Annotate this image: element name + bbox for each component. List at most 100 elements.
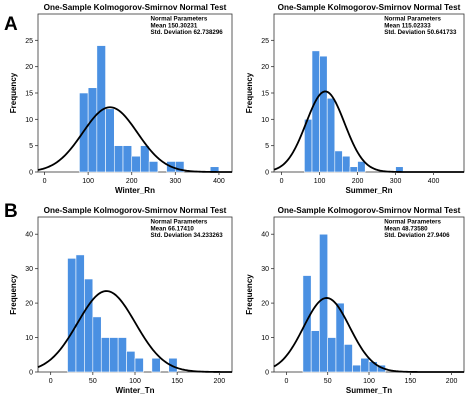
y-tick-label: 5 [29, 143, 33, 150]
y-tick-label: 0 [265, 170, 269, 177]
y-tick-label: 20 [25, 64, 33, 71]
histogram-bar [302, 275, 312, 373]
histogram-bar [105, 108, 115, 173]
x-tick-label: 100 [82, 178, 94, 185]
x-tick-label: 200 [352, 178, 364, 185]
plot-frame [273, 13, 465, 173]
histogram-bar [326, 97, 336, 173]
x-tick-label: 300 [390, 178, 402, 185]
y-axis-label: Frequency [245, 274, 254, 315]
x-tick-label: 0 [43, 178, 47, 185]
histogram-bar [349, 166, 358, 173]
x-axis-label: Summer_Tn [346, 386, 392, 395]
plot-frame [37, 13, 233, 173]
histogram-bar [151, 357, 161, 373]
y-tick-label: 30 [25, 266, 33, 273]
x-axis-label: Winter_Tn [115, 386, 154, 395]
histogram-winter-rn: One-Sample Kolmogorov-Smirnov Normal Tes… [9, 3, 233, 195]
chart-title: One-Sample Kolmogorov-Smirnov Normal Tes… [44, 206, 227, 215]
normal-parameters-text: Std. Deviation 27.9406 [384, 232, 450, 239]
y-tick-label: 0 [265, 370, 269, 377]
normal-curve [37, 290, 232, 373]
histogram-bar [126, 351, 136, 373]
histogram-bar [352, 364, 362, 373]
x-tick-label: 200 [446, 378, 458, 385]
histogram-bar [134, 357, 144, 373]
histogram-bar [131, 155, 141, 173]
normal-curve [37, 106, 232, 173]
y-tick-label: 15 [25, 91, 33, 98]
normal-curve [273, 90, 464, 173]
normal-parameters-text: Normal Parameters [384, 16, 441, 23]
y-tick-label: 40 [25, 232, 33, 239]
y-tick-label: 25 [25, 38, 33, 45]
x-tick-label: 100 [314, 178, 326, 185]
x-tick-label: 400 [213, 178, 225, 185]
x-tick-label: 0 [49, 378, 53, 385]
histogram-summer-tn: One-Sample Kolmogorov-Smirnov Normal Tes… [245, 206, 465, 395]
histogram-bar [117, 337, 127, 373]
histogram-bar [335, 302, 345, 373]
normal-parameters-text: Normal Parameters [384, 219, 441, 226]
chart-title: One-Sample Kolmogorov-Smirnov Normal Tes… [278, 206, 461, 215]
x-tick-label: 150 [171, 378, 183, 385]
x-tick-label: 0 [280, 178, 284, 185]
histogram-bar [357, 161, 366, 173]
histogram-summer-rn: One-Sample Kolmogorov-Smirnov Normal Tes… [245, 3, 465, 195]
histogram-bar [140, 145, 150, 173]
normal-curve [273, 297, 464, 373]
panel-letter-a: A [4, 14, 18, 35]
y-tick-label: 20 [25, 301, 33, 308]
x-tick-label: 200 [126, 178, 138, 185]
y-tick-label: 0 [29, 170, 33, 177]
histogram-bar [310, 330, 320, 373]
normal-parameters-text: Std. Deviation 50.641733 [384, 29, 457, 36]
histogram-bar [334, 150, 343, 173]
y-tick-label: 10 [261, 335, 269, 342]
x-tick-label: 200 [214, 378, 226, 385]
normal-parameters-text: Normal Parameters [151, 219, 208, 226]
y-tick-label: 30 [261, 266, 269, 273]
x-tick-label: 300 [169, 178, 181, 185]
histogram-bar [113, 145, 124, 173]
histogram-bar [175, 161, 185, 173]
histogram-bar [311, 50, 320, 173]
x-tick-label: 0 [284, 378, 288, 385]
y-tick-label: 25 [261, 38, 269, 45]
x-axis-label: Winter_Rn [115, 186, 155, 195]
normal-parameters-text: Mean 48.73580 [384, 225, 428, 232]
y-tick-label: 0 [29, 370, 33, 377]
normal-parameters-text: Mean 66.17410 [151, 225, 195, 232]
chart-title: One-Sample Kolmogorov-Smirnov Normal Tes… [44, 3, 227, 12]
y-tick-label: 10 [25, 117, 33, 124]
histogram-bar [319, 233, 328, 373]
x-tick-label: 100 [129, 378, 141, 385]
histogram-bar [87, 87, 98, 173]
normal-parameters-text: Mean 150.30231 [151, 22, 198, 29]
chart-title: One-Sample Kolmogorov-Smirnov Normal Tes… [278, 3, 461, 12]
histogram-bar [327, 337, 337, 373]
histogram-bar [342, 155, 351, 173]
y-axis-label: Frequency [9, 72, 18, 113]
normal-parameters-text: Mean 115.02333 [384, 22, 431, 29]
x-tick-label: 150 [404, 378, 416, 385]
histogram-bar [343, 344, 353, 373]
y-tick-label: 5 [265, 143, 269, 150]
histogram-bar [67, 258, 77, 373]
x-tick-label: 50 [324, 378, 332, 385]
panel-letter-b: B [4, 201, 18, 222]
y-tick-label: 40 [261, 232, 269, 239]
x-tick-label: 100 [363, 378, 375, 385]
plot-frame [37, 216, 233, 373]
histogram-bar [319, 55, 328, 173]
x-tick-label: 400 [428, 178, 440, 185]
y-tick-label: 10 [25, 335, 33, 342]
histogram-bar [360, 357, 370, 373]
x-axis-label: Summer_Rn [345, 186, 392, 195]
normal-parameters-text: Std. Deviation 34.233263 [151, 232, 224, 239]
histogram-bar [122, 145, 133, 173]
histogram-bar [109, 337, 119, 373]
y-tick-label: 15 [261, 91, 269, 98]
histogram-winter-tn: One-Sample Kolmogorov-Smirnov Normal Tes… [9, 206, 233, 395]
